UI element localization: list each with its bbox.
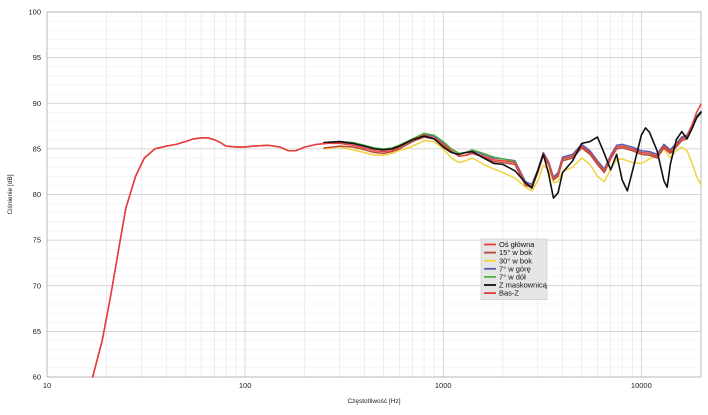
y-tick-label: 70 [33,281,41,290]
legend-label: 15° w bok [499,248,532,257]
legend-label: Z maskownicą [499,281,548,290]
grid-major [46,11,701,378]
legend-label: Bas-Z [499,289,519,298]
y-tick-label: 75 [33,236,41,245]
y-tick-label: 100 [28,8,41,17]
legend-label: 30° w bok [499,256,532,265]
plot-frame [46,11,702,378]
legend-label: 7° w dół [499,273,526,282]
x-tick-label: 100 [239,381,252,390]
x-axis-title: Częstotliwość [Hz] [347,398,400,405]
x-tick-labels: 10 100 1000 10000 [43,381,652,390]
y-tick-label: 65 [33,327,41,336]
series-line [91,137,329,378]
y-tick-label: 95 [33,53,41,62]
x-tick-label: 1000 [435,381,452,390]
x-tick-label: 10 [43,381,51,390]
y-tick-label: 90 [33,99,41,108]
x-tick-label: 10000 [631,381,652,390]
series-line [323,111,702,199]
y-tick-label: 60 [33,373,41,382]
legend-label: Oś główna [499,240,535,249]
series-layer [91,103,702,378]
legend-label: 7° w górę [499,264,531,273]
y-tick-label: 85 [33,144,41,153]
y-axis-title: Ciśnienie [dB] [7,174,14,214]
y-tick-label: 80 [33,190,41,199]
y-tick-labels: 60 65 70 75 80 85 90 95 100 [28,8,41,382]
